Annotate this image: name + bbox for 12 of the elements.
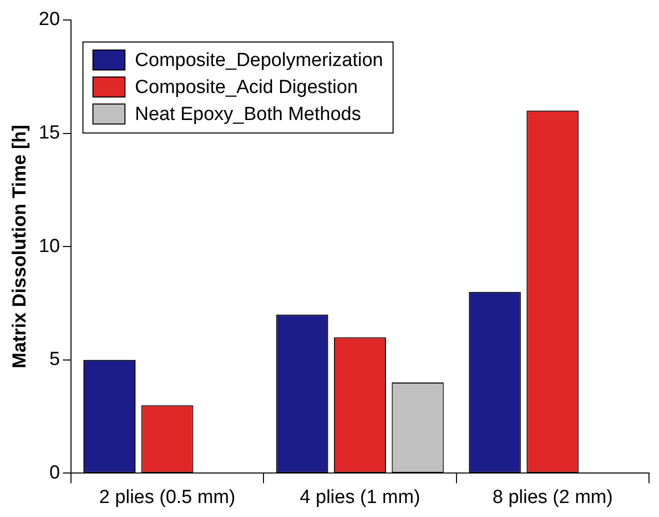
x-tick-label: 8 plies (2 mm) [492,486,613,508]
x-tick-label: 2 plies (0.5 mm) [99,486,236,508]
legend-label: Neat Epoxy_Both Methods [134,104,361,126]
legend-label: Composite_Acid Digestion [134,77,358,98]
y-axis-title: Matrix Dissolution Time [h] [10,124,31,368]
y-tick-label: 20 [38,9,60,30]
legend-label: Composite_Depolymerization [134,50,384,72]
y-tick-label: 10 [38,236,60,257]
y-tick-label: 15 [38,122,60,144]
x-tick-label: 4 plies (1 mm) [300,486,420,508]
y-tick-label: 5 [49,349,60,370]
y-tick-label: 0 [49,462,60,484]
